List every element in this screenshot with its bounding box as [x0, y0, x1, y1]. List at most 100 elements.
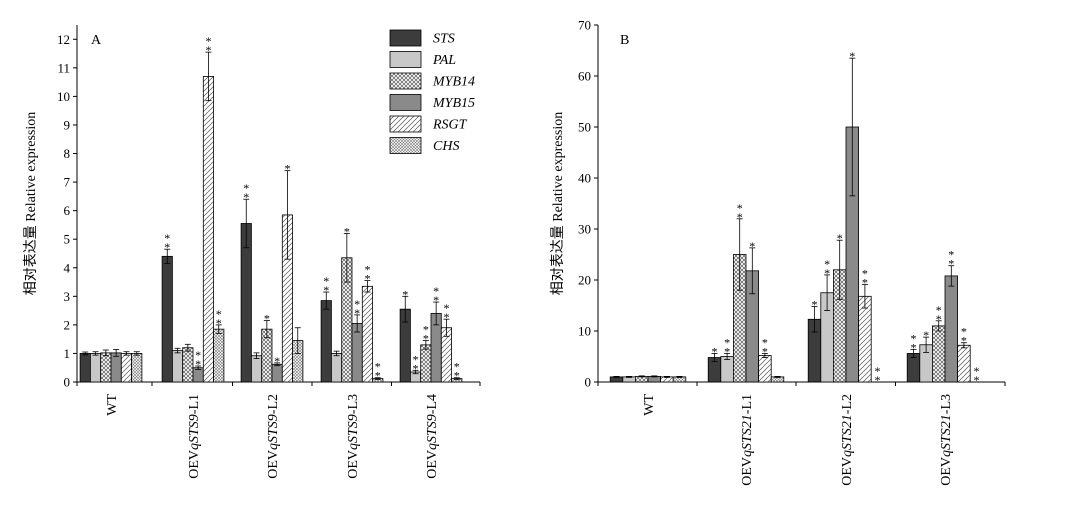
- significance-mark: *: [375, 369, 381, 383]
- category-prefix: OEV: [939, 457, 954, 486]
- significance-mark: *: [354, 306, 360, 320]
- significance-mark: *: [216, 307, 222, 321]
- category-suffix: -L3: [346, 394, 361, 414]
- x-category-label: OEVqSTS21-L2: [840, 394, 855, 486]
- significance-mark: *: [344, 224, 350, 238]
- bar-sts: [79, 353, 91, 383]
- significance-mark: *: [961, 325, 967, 339]
- category-gene: qSTS21: [939, 414, 954, 457]
- significance-mark: *: [762, 344, 768, 358]
- significance-mark: *: [936, 303, 942, 317]
- significance-mark: *: [413, 352, 419, 366]
- bar-rsgt: [858, 295, 872, 383]
- significance-mark: *: [423, 323, 429, 337]
- legend: STS PAL MYB14 MYB15 RSGT CHS: [389, 29, 475, 154]
- bar-pal: [720, 356, 734, 383]
- x-category-label: WT: [105, 394, 120, 416]
- y-tick-label: 6: [64, 203, 71, 218]
- y-tick-label: 10: [57, 89, 70, 104]
- bar-sts: [161, 255, 173, 383]
- significance-mark: *: [284, 162, 290, 176]
- panel-label: A: [91, 33, 102, 48]
- y-tick-label: 8: [64, 146, 71, 161]
- y-tick-label: 4: [64, 260, 71, 275]
- bar-myb15: [944, 275, 959, 383]
- bar-pal: [250, 355, 263, 383]
- significance-mark: *: [737, 210, 743, 224]
- category-prefix: OEV: [840, 457, 855, 486]
- significance-mark: *: [443, 310, 449, 324]
- legend-label-myb14: MYB14: [432, 75, 475, 90]
- y-tick-label: 11: [57, 60, 70, 75]
- bar-chs: [131, 353, 143, 383]
- bar-rsgt: [120, 353, 133, 383]
- significance-mark: *: [454, 360, 460, 374]
- significance-mark: *: [164, 231, 170, 245]
- significance-mark: *: [243, 190, 249, 204]
- bar-pal: [171, 350, 184, 383]
- category-prefix: OEV: [425, 450, 440, 479]
- significance-mark: *: [354, 297, 360, 311]
- significance-mark: *: [974, 364, 980, 378]
- legend-swatch-sts: [389, 29, 422, 47]
- significance-mark: *: [862, 276, 868, 290]
- category-gene: qSTS21: [840, 414, 855, 457]
- bar-rsgt: [202, 76, 215, 383]
- y-tick-label: 12: [57, 32, 70, 47]
- significance-mark: *: [961, 334, 967, 348]
- significance-mark: *: [724, 335, 730, 349]
- bar-rsgt: [361, 285, 373, 383]
- category-prefix: OEV: [740, 457, 755, 486]
- chart-panel-b: 0 10 20 30 40 50 60 70 B 相对表达量 Relative expressio…: [550, 18, 1006, 486]
- y-tick-label: 0: [64, 375, 71, 390]
- x-category-label: OEVqSTS21-L1: [740, 394, 755, 486]
- significance-mark: *: [974, 373, 980, 387]
- y-tick-label: 5: [64, 232, 71, 247]
- category-suffix: -L4: [425, 394, 440, 414]
- category-gene: qSTS9: [187, 414, 202, 450]
- significance-mark: *: [454, 369, 460, 383]
- category-suffix: -L2: [840, 394, 855, 414]
- significance-mark: *: [762, 335, 768, 349]
- significance-mark: *: [948, 257, 954, 271]
- category-gene: qSTS9: [266, 414, 281, 450]
- y-tick-label: 7: [64, 175, 71, 190]
- significance-mark: *: [936, 312, 942, 326]
- y-tick-label: 40: [578, 171, 591, 186]
- significance-mark: *: [364, 263, 370, 277]
- significance-mark: *: [749, 239, 755, 253]
- significance-mark: *: [443, 301, 449, 315]
- bar-myb14: [100, 352, 112, 383]
- significance-mark: *: [195, 348, 201, 362]
- y-tick-label: 9: [64, 117, 71, 132]
- bar-chs: [213, 328, 225, 383]
- legend-label-myb15: MYB15: [432, 96, 475, 111]
- y-axis-label: 相对表达量 Relative expression: [23, 112, 39, 296]
- category-gene: qSTS9: [425, 414, 440, 450]
- bar-myb14: [420, 344, 432, 383]
- significance-mark: *: [923, 328, 929, 342]
- x-category-label: OEVqSTS21-L3: [939, 394, 954, 486]
- bar-rsgt: [957, 344, 971, 383]
- significance-mark: *: [423, 332, 429, 346]
- significance-mark: *: [274, 354, 280, 368]
- category-prefix: OEV: [346, 450, 361, 479]
- significance-mark: *: [205, 43, 211, 57]
- category-suffix: -L1: [740, 394, 755, 414]
- significance-mark: *: [875, 373, 881, 387]
- y-tick-label: 20: [578, 273, 591, 288]
- significance-mark: *: [812, 298, 818, 312]
- significance-mark: *: [862, 267, 868, 281]
- legend-swatch-chs: [389, 137, 422, 154]
- bar-sts: [320, 300, 332, 383]
- significance-mark: *: [375, 360, 381, 374]
- legend-swatch-rsgt: [389, 115, 422, 133]
- category-prefix: OEV: [187, 450, 202, 479]
- significance-mark: *: [402, 287, 408, 301]
- significance-mark: *: [911, 331, 917, 345]
- legend-label-rsgt: RSGT: [432, 118, 468, 133]
- significance-mark: *: [264, 312, 270, 326]
- category-suffix: -L2: [266, 394, 281, 414]
